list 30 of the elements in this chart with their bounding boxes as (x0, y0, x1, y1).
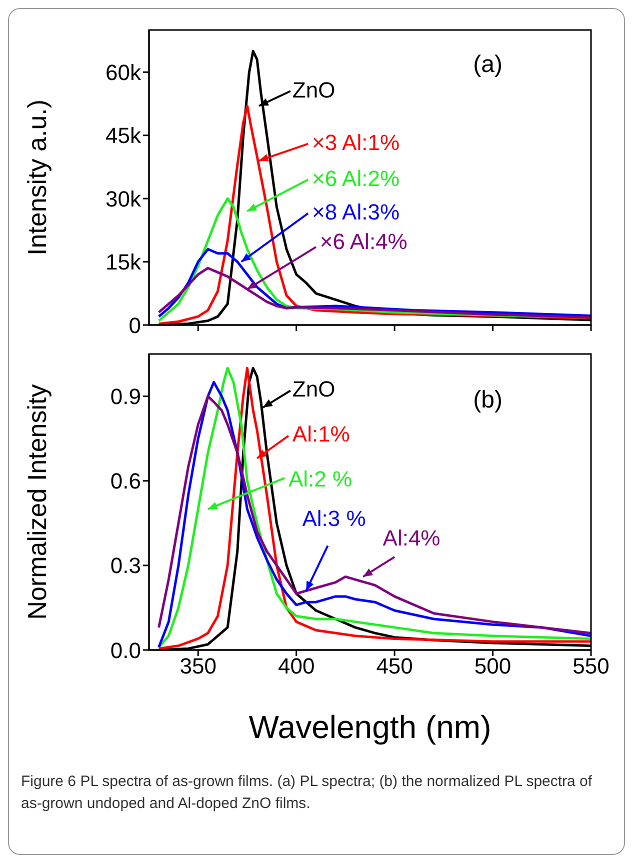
x-tick-label: 350 (180, 654, 216, 679)
text: ×8 Al:3% (312, 200, 400, 225)
y-tick-label: 30k (106, 186, 142, 212)
text: ×6 Al:4% (320, 229, 408, 254)
x-tick-label: 500 (474, 654, 512, 679)
y-tick-label: 0.0 (110, 638, 141, 663)
legend-label: ZnO (292, 77, 336, 102)
y-tick-label: 0.3 (110, 553, 141, 578)
legend-label: ZnO (292, 376, 336, 402)
x-tick-label: 400 (278, 654, 315, 679)
series-label: Al:4% (382, 526, 440, 551)
y-tick-label: 15k (106, 250, 142, 275)
annotation: (b) (473, 386, 502, 414)
legend-label: Al:1% (292, 421, 350, 446)
caption: Figure 6 PL spectra of as-grown films. (a) PL spectra; (b) the normalized PL spectra of as-grown undoped and Al-doped ZnO films. (21, 772, 594, 814)
legend-label: Al:2 % (288, 466, 352, 492)
y-tick-label: 0 (128, 312, 141, 338)
text: ×6 Al:2% (312, 166, 400, 191)
y-tick-label: 45k (106, 123, 142, 148)
y-axis-title: Intensity a.u.) (22, 99, 52, 256)
y-tick-label: 60k (106, 60, 142, 85)
y-tick-label: 0.6 (110, 468, 141, 494)
legend-label: ×3 Al:1% (312, 130, 400, 156)
x-axis-title: Wavelength (nm) (248, 709, 492, 745)
annotation: (a) (473, 51, 502, 78)
y-axis-title: Normalized Intensity (22, 384, 52, 620)
x-tick-label: 550 (572, 654, 610, 679)
x-tick-label: 450 (376, 654, 413, 679)
y-tick-label: 0.9 (110, 384, 141, 410)
series-label: Al:3 % (302, 506, 366, 531)
